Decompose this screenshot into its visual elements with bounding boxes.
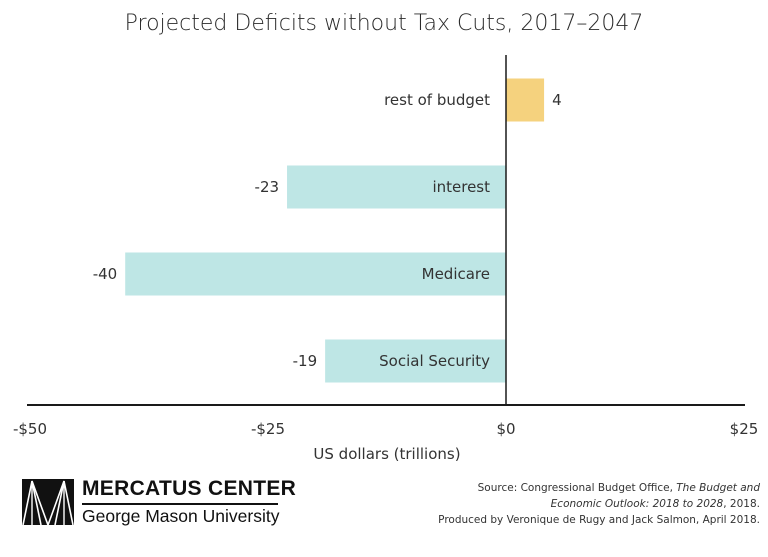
mercatus-logo-mark-icon [22, 479, 74, 525]
source-title-part-2: Economic Outlook: 2018 to 2028 [550, 498, 724, 510]
category-label: interest [432, 178, 490, 196]
logo-divider [82, 503, 278, 505]
x-axis-label: US dollars (trillions) [313, 445, 460, 463]
value-label: -23 [255, 178, 280, 196]
bar-medicare [125, 252, 506, 296]
logo-name: MERCATUS CENTER [82, 477, 297, 500]
source-prefix: Source: Congressional Budget Office, [477, 482, 677, 494]
category-label: Social Security [379, 352, 490, 370]
x-tick-label: $25 [730, 420, 759, 438]
bar-interest [287, 165, 506, 209]
x-tick-label: $0 [496, 420, 515, 438]
chart-title: Projected Deficits without Tax Cuts, 201… [125, 11, 644, 36]
source-year: , 2018. [723, 498, 760, 510]
mercatus-logo: MERCATUS CENTER George Mason University [22, 477, 296, 527]
chart: Projected Deficits without Tax Cuts, 201… [13, 11, 758, 463]
value-label: -40 [93, 265, 118, 283]
x-tick-label: -$25 [251, 420, 285, 438]
x-tick-label: -$50 [13, 420, 47, 438]
x-ticks: -$50 -$25 $0 $25 [13, 420, 758, 438]
source-title-part-1: The Budget and [676, 482, 760, 494]
value-label: 4 [552, 91, 562, 109]
value-label: -19 [293, 352, 318, 370]
source-line-3: Produced by Veronique de Rugy and Jack S… [438, 514, 760, 526]
category-label: Medicare [422, 265, 490, 283]
bar-rest-of-budget [506, 78, 545, 122]
source-line-1: Source: Congressional Budget Office, The… [438, 480, 760, 496]
bar-social-security [325, 339, 506, 383]
source-line-2: Economic Outlook: 2018 to 2028, 2018. [438, 496, 760, 512]
bars: rest of budget 4 interest -23 Medicare -40 Soc… [93, 78, 562, 383]
category-label: rest of budget [384, 91, 490, 109]
logo-subname: George Mason University [82, 506, 280, 526]
source-note: Source: Congressional Budget Office, The… [438, 480, 760, 528]
